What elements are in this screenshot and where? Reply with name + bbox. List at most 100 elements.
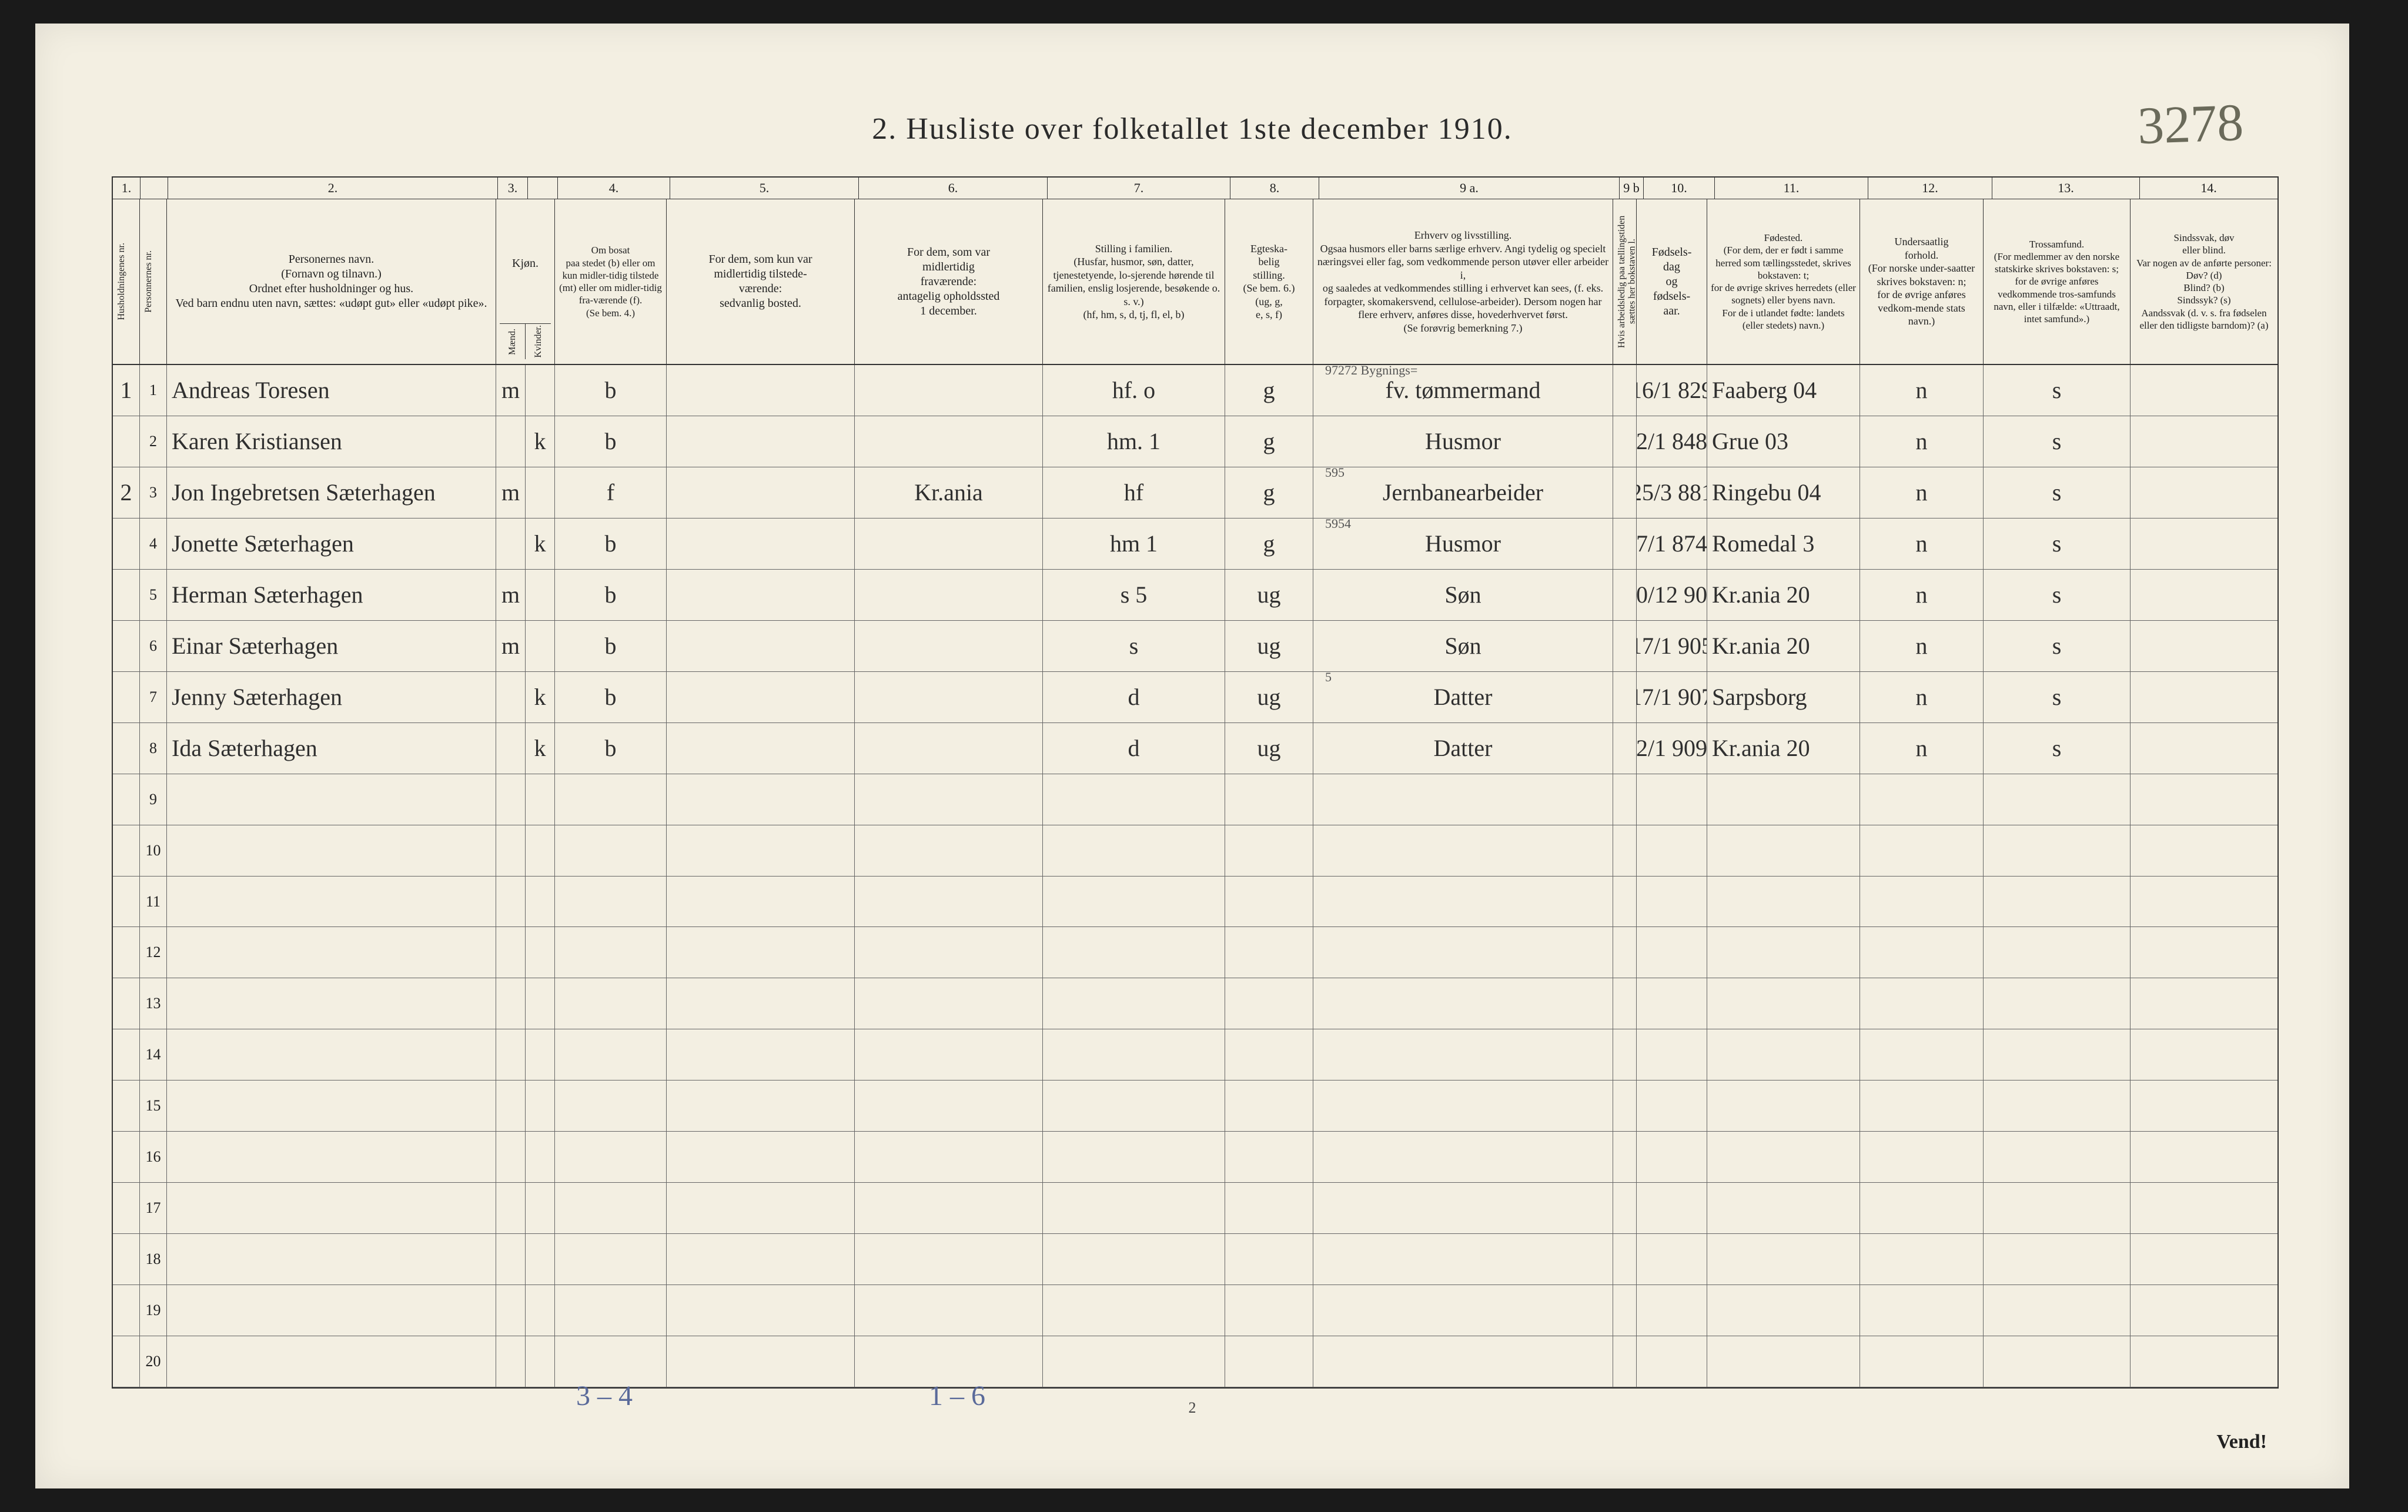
cell-c5 [667, 978, 855, 1029]
cell-k [526, 1081, 555, 1131]
cell-c12: n [1860, 723, 1984, 774]
cell-c7: s 5 [1043, 570, 1225, 620]
cell-k [526, 1234, 555, 1284]
cell-c7: d [1043, 723, 1225, 774]
cell-name [167, 1336, 496, 1387]
cell-c14 [2131, 1183, 2277, 1233]
cell-erhverv [1313, 1132, 1613, 1182]
cell-hh [113, 570, 140, 620]
cell-erhverv-main: Jernbanearbeider [1383, 479, 1543, 506]
cell-c8 [1225, 978, 1313, 1029]
cell-c11 [1707, 1234, 1860, 1284]
cell-c6 [855, 927, 1043, 978]
header-erhverv: Erhverv og livsstilling. Ogsaa husmors e… [1313, 199, 1613, 364]
cell-c6 [855, 1029, 1043, 1080]
cell-c13: s [1984, 621, 2131, 671]
cell-bosat: f [555, 467, 667, 518]
cell-name: Andreas Toresen [167, 365, 496, 416]
cell-c8: g [1225, 416, 1313, 467]
cell-c11: Ringebu 04 [1707, 467, 1860, 518]
cell-c14 [2131, 519, 2277, 569]
table-row: 23Jon Ingebretsen SæterhagenmfKr.aniahfg… [113, 467, 2277, 519]
cell-erhverv-annotation: 97272 Bygnings= [1325, 365, 1417, 378]
cell-c14 [2131, 1336, 2277, 1387]
cell-name [167, 774, 496, 825]
header-text: Mænd. [507, 329, 518, 355]
cell-c12 [1860, 1081, 1984, 1131]
cell-bosat [555, 774, 667, 825]
header-midl-tilstede: For dem, som kun var midlertidig tilsted… [667, 199, 855, 364]
colnum [141, 178, 168, 199]
cell-c12 [1860, 1029, 1984, 1080]
cell-c12 [1860, 1183, 1984, 1233]
cell-bosat: b [555, 416, 667, 467]
header-egteskab: Egteska- belig stilling. (Se bem. 6.) (u… [1225, 199, 1313, 364]
cell-erhverv [1313, 1234, 1613, 1284]
header-kjon: Kjøn. Mænd. Kvinder. [496, 199, 555, 364]
cell-c6 [855, 672, 1043, 722]
cell-name [167, 877, 496, 927]
cell-person-nr: 15 [140, 1081, 167, 1131]
cell-c13: s [1984, 365, 2131, 416]
cell-erhverv [1313, 1029, 1613, 1080]
cell-c5 [667, 1234, 855, 1284]
cell-name [167, 1183, 496, 1233]
cell-c5 [667, 570, 855, 620]
cell-c7 [1043, 1081, 1225, 1131]
cell-c10 [1637, 1336, 1707, 1387]
table-row: 6Einar SæterhagenmbsugSøn17/1 905Kr.ania… [113, 621, 2277, 672]
cell-c10: 25/3 881 [1637, 467, 1707, 518]
cell-m [496, 723, 526, 774]
cell-name: Jenny Sæterhagen [167, 672, 496, 722]
cell-bosat [555, 1285, 667, 1336]
cell-m [496, 672, 526, 722]
cell-name [167, 927, 496, 978]
cell-c8 [1225, 1336, 1313, 1387]
cell-c8: ug [1225, 723, 1313, 774]
cell-hh [113, 1029, 140, 1080]
header-undersaat: Undersaatlig forhold. (For norske under-… [1860, 199, 1984, 364]
census-form-paper: 2. Husliste over folketallet 1ste decemb… [35, 24, 2349, 1488]
cell-c14 [2131, 877, 2277, 927]
cell-c8 [1225, 1234, 1313, 1284]
cell-person-nr: 7 [140, 672, 167, 722]
cell-erhverv: Søn [1313, 570, 1613, 620]
cell-c14 [2131, 1132, 2277, 1182]
cell-c13 [1984, 877, 2131, 927]
cell-c12: n [1860, 570, 1984, 620]
cell-k: k [526, 672, 555, 722]
cell-m: m [496, 570, 526, 620]
colnum: 8. [1230, 178, 1319, 199]
cell-c8: g [1225, 365, 1313, 416]
cell-c14 [2131, 1285, 2277, 1336]
header-fodested: Fødested. (For dem, der er født i samme … [1707, 199, 1860, 364]
cell-c9b [1613, 774, 1637, 825]
cell-c9b [1613, 672, 1637, 722]
cell-hh [113, 774, 140, 825]
cell-name: Ida Sæterhagen [167, 723, 496, 774]
cell-c10 [1637, 1234, 1707, 1284]
cell-m [496, 1183, 526, 1233]
cell-c7 [1043, 1234, 1225, 1284]
cell-k [526, 1336, 555, 1387]
cell-erhverv: Søn [1313, 621, 1613, 671]
cell-bosat: b [555, 570, 667, 620]
cell-c11: Kr.ania 20 [1707, 621, 1860, 671]
cell-bosat [555, 1132, 667, 1182]
cell-m: m [496, 467, 526, 518]
page-wrap: 2. Husliste over folketallet 1ste decemb… [0, 0, 2408, 1512]
cell-k [526, 927, 555, 978]
header-text: Personnernes nr. [143, 250, 163, 313]
cell-person-nr: 20 [140, 1336, 167, 1387]
cell-erhverv-annotation: 5 [1325, 672, 1332, 685]
cell-c10: 7/1 874 [1637, 519, 1707, 569]
cell-hh [113, 927, 140, 978]
cell-c7 [1043, 877, 1225, 927]
cell-c8: ug [1225, 672, 1313, 722]
cell-c5 [667, 365, 855, 416]
cell-person-nr: 2 [140, 416, 167, 467]
cell-c9b [1613, 570, 1637, 620]
cell-c5 [667, 927, 855, 978]
colnum: 9 a. [1319, 178, 1620, 199]
data-body: 11Andreas Toresenmbhf. ogfv. tømmermand9… [113, 365, 2277, 1387]
